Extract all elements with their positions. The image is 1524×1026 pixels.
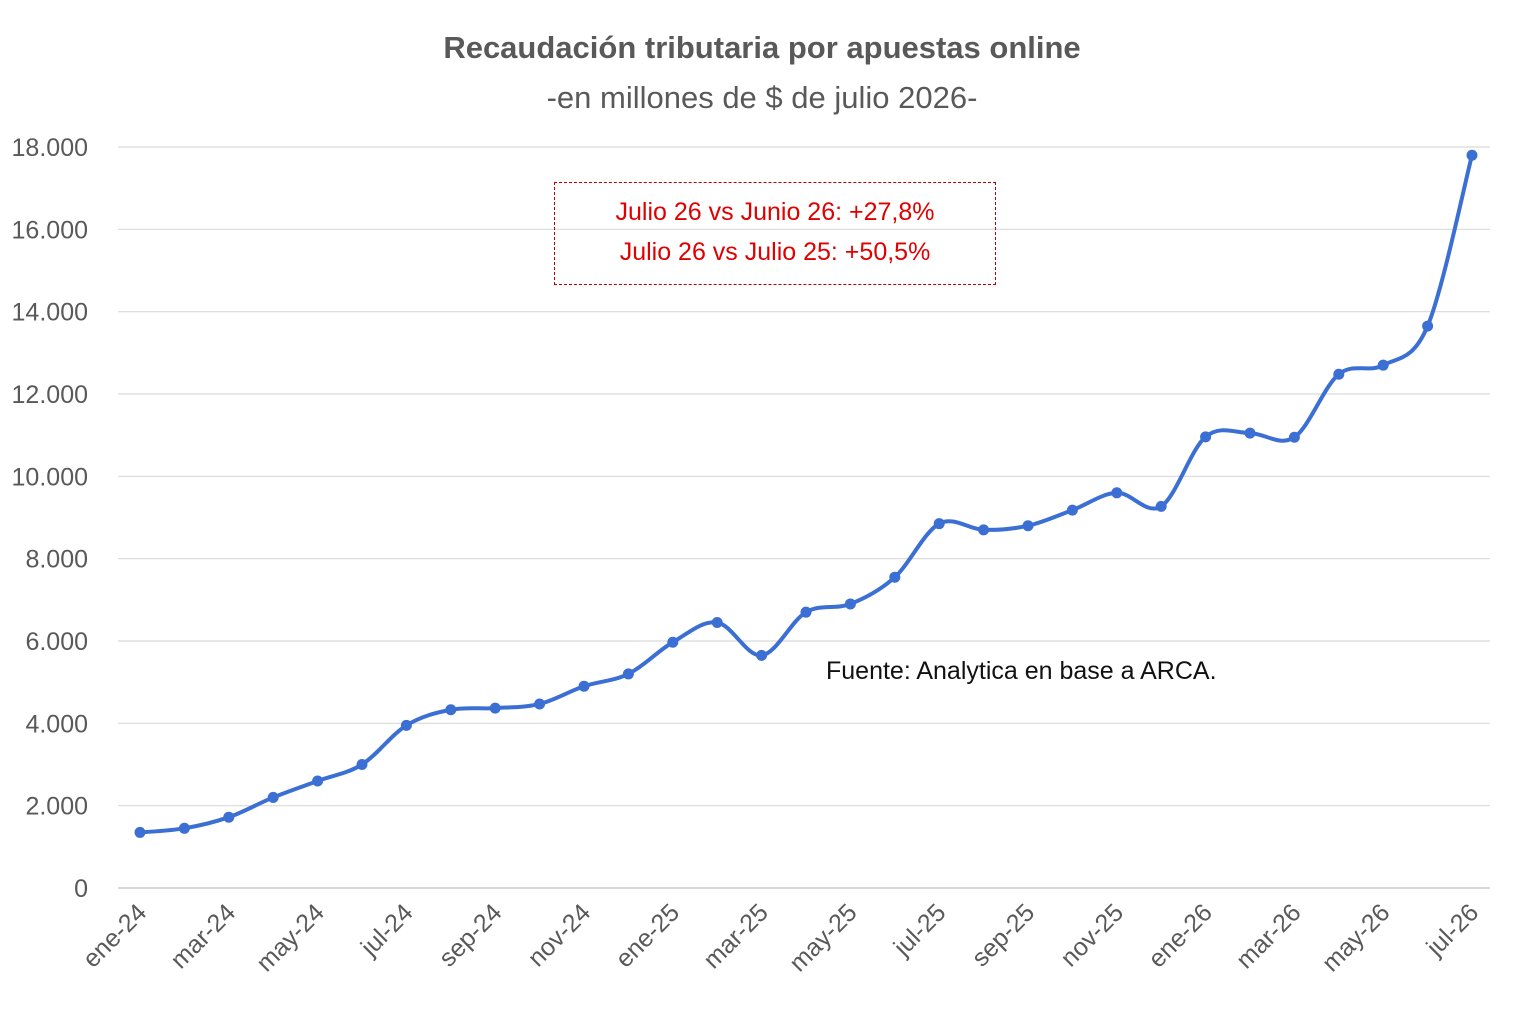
data-point: [933, 518, 945, 530]
x-tick-label: nov-25: [1055, 898, 1129, 972]
x-tick-label: ene-24: [77, 898, 152, 973]
series-line: [138, 153, 1474, 835]
y-tick-label: 4.000: [25, 710, 88, 738]
data-point: [489, 702, 501, 714]
x-tick-label: may-26: [1317, 898, 1396, 977]
data-point: [267, 791, 279, 803]
data-point: [1466, 149, 1478, 161]
data-point: [1066, 504, 1078, 516]
y-tick-label: 10.000: [12, 463, 88, 491]
data-point: [1200, 431, 1212, 443]
x-tick-label: ene-26: [1143, 898, 1218, 973]
data-point: [1111, 487, 1123, 499]
chart-subtitle: -en millones de $ de julio 2026-: [546, 80, 978, 115]
y-tick-label: 2.000: [25, 793, 88, 821]
data-point: [1422, 320, 1434, 332]
data-point: [844, 598, 856, 610]
x-tick-label: sep-24: [434, 898, 508, 972]
x-tick-label: jul-24: [355, 898, 419, 962]
y-tick-label: 8.000: [25, 546, 88, 574]
x-tick-label: nov-24: [522, 898, 596, 972]
data-point: [978, 524, 990, 536]
data-point: [1244, 427, 1256, 439]
x-tick-label: jul-26: [1420, 898, 1484, 962]
x-tick-label: mar-24: [165, 898, 241, 974]
data-point: [534, 698, 546, 710]
data-point: [889, 571, 901, 583]
y-tick-label: 14.000: [12, 299, 88, 327]
data-point: [711, 616, 723, 628]
data-point: [223, 811, 235, 823]
x-tick-label: mar-26: [1231, 898, 1307, 974]
data-point: [1288, 431, 1300, 443]
chart-title: Recaudación tributaria por apuestas onli…: [443, 30, 1081, 65]
data-point: [312, 775, 324, 787]
data-point: [578, 680, 590, 692]
x-tick-label: mar-25: [698, 898, 774, 974]
data-point: [178, 822, 190, 834]
data-point: [400, 719, 412, 731]
data-point: [1022, 520, 1034, 532]
data-point: [356, 759, 368, 770]
data-point: [1377, 359, 1389, 371]
y-tick-label: 0: [74, 875, 88, 903]
data-point: [756, 649, 768, 661]
comparison-note-box: Julio 26 vs Junio 26: +27,8% Julio 26 vs…: [554, 182, 996, 285]
data-point: [1155, 500, 1167, 512]
y-tick-label: 18.000: [12, 134, 88, 162]
data-point: [667, 636, 679, 648]
data-point: [622, 668, 634, 680]
y-tick-label: 16.000: [12, 216, 88, 244]
x-tick-label: jul-25: [888, 898, 952, 962]
x-tick-label: may-25: [784, 898, 863, 977]
x-tick-label: may-24: [251, 898, 330, 977]
source-note: Fuente: Analytica en base a ARCA.: [826, 657, 1217, 685]
x-tick-label: ene-25: [610, 898, 685, 973]
data-point: [445, 704, 457, 716]
note-line-year: Julio 26 vs Julio 25: +50,5%: [619, 238, 931, 266]
data-point: [134, 826, 146, 838]
y-tick-label: 12.000: [12, 381, 88, 409]
data-point: [800, 606, 812, 618]
note-line-month: Julio 26 vs Junio 26: +27,8%: [615, 198, 935, 226]
data-point: [1333, 368, 1345, 380]
x-tick-label: sep-25: [966, 898, 1040, 972]
y-tick-label: 6.000: [25, 628, 88, 656]
